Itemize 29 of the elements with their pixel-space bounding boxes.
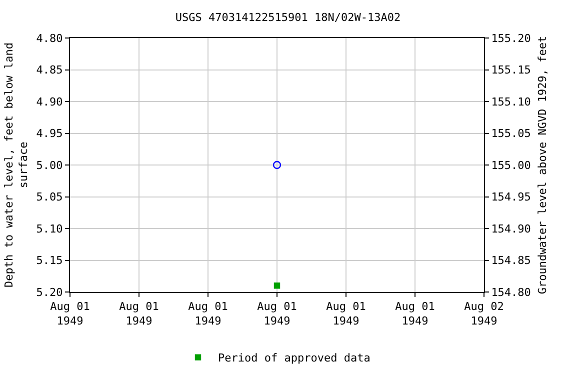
x-tick-label: Aug 01 1949: [188, 300, 228, 328]
y2-tick-label: 155.10: [491, 95, 531, 108]
y-tick-label: 4.95: [36, 127, 63, 140]
y2-tick-label: 154.95: [491, 190, 531, 204]
x-tick-label: Aug 01 1949: [326, 300, 366, 328]
y2-tick-label: 155.05: [491, 127, 531, 140]
y-tick-label: 5.20: [36, 286, 63, 299]
y-tick-label: 4.80: [36, 32, 63, 45]
legend-label: Period of approved data: [218, 352, 370, 365]
y2-tick-label: 155.00: [491, 158, 531, 172]
x-tick-label: Aug 02 1949: [464, 300, 504, 328]
x-tick-label: Aug 01 1949: [119, 300, 159, 328]
y2-tick-label: 154.85: [491, 254, 531, 268]
chart-title: USGS 470314122515901 18N/02W-13A02: [175, 11, 401, 24]
y-tick-label: 5.05: [36, 190, 63, 204]
y-tick-label: 4.90: [36, 95, 63, 108]
y2-tick-label: 154.80: [491, 286, 531, 299]
y-tick-label: 5.15: [36, 254, 63, 268]
x-tick-label: Aug 01 1949: [257, 300, 297, 328]
x-tick-label: Aug 01 1949: [50, 300, 90, 328]
y-axis-title: Depth to water level, feet below land surface: [2, 42, 30, 288]
y-tick-label: 4.85: [36, 64, 63, 77]
y2-axis-title: Groundwater level above NGVD 1929, feet: [536, 36, 550, 294]
y2-tick-label: 155.20: [491, 32, 531, 45]
y-tick-label: 5.10: [36, 222, 63, 236]
x-tick-label: Aug 01 1949: [395, 300, 435, 328]
y2-tick-label: 154.90: [491, 222, 531, 236]
y2-tick-label: 155.15: [491, 64, 531, 77]
y-tick-label: 5.00: [36, 158, 63, 172]
